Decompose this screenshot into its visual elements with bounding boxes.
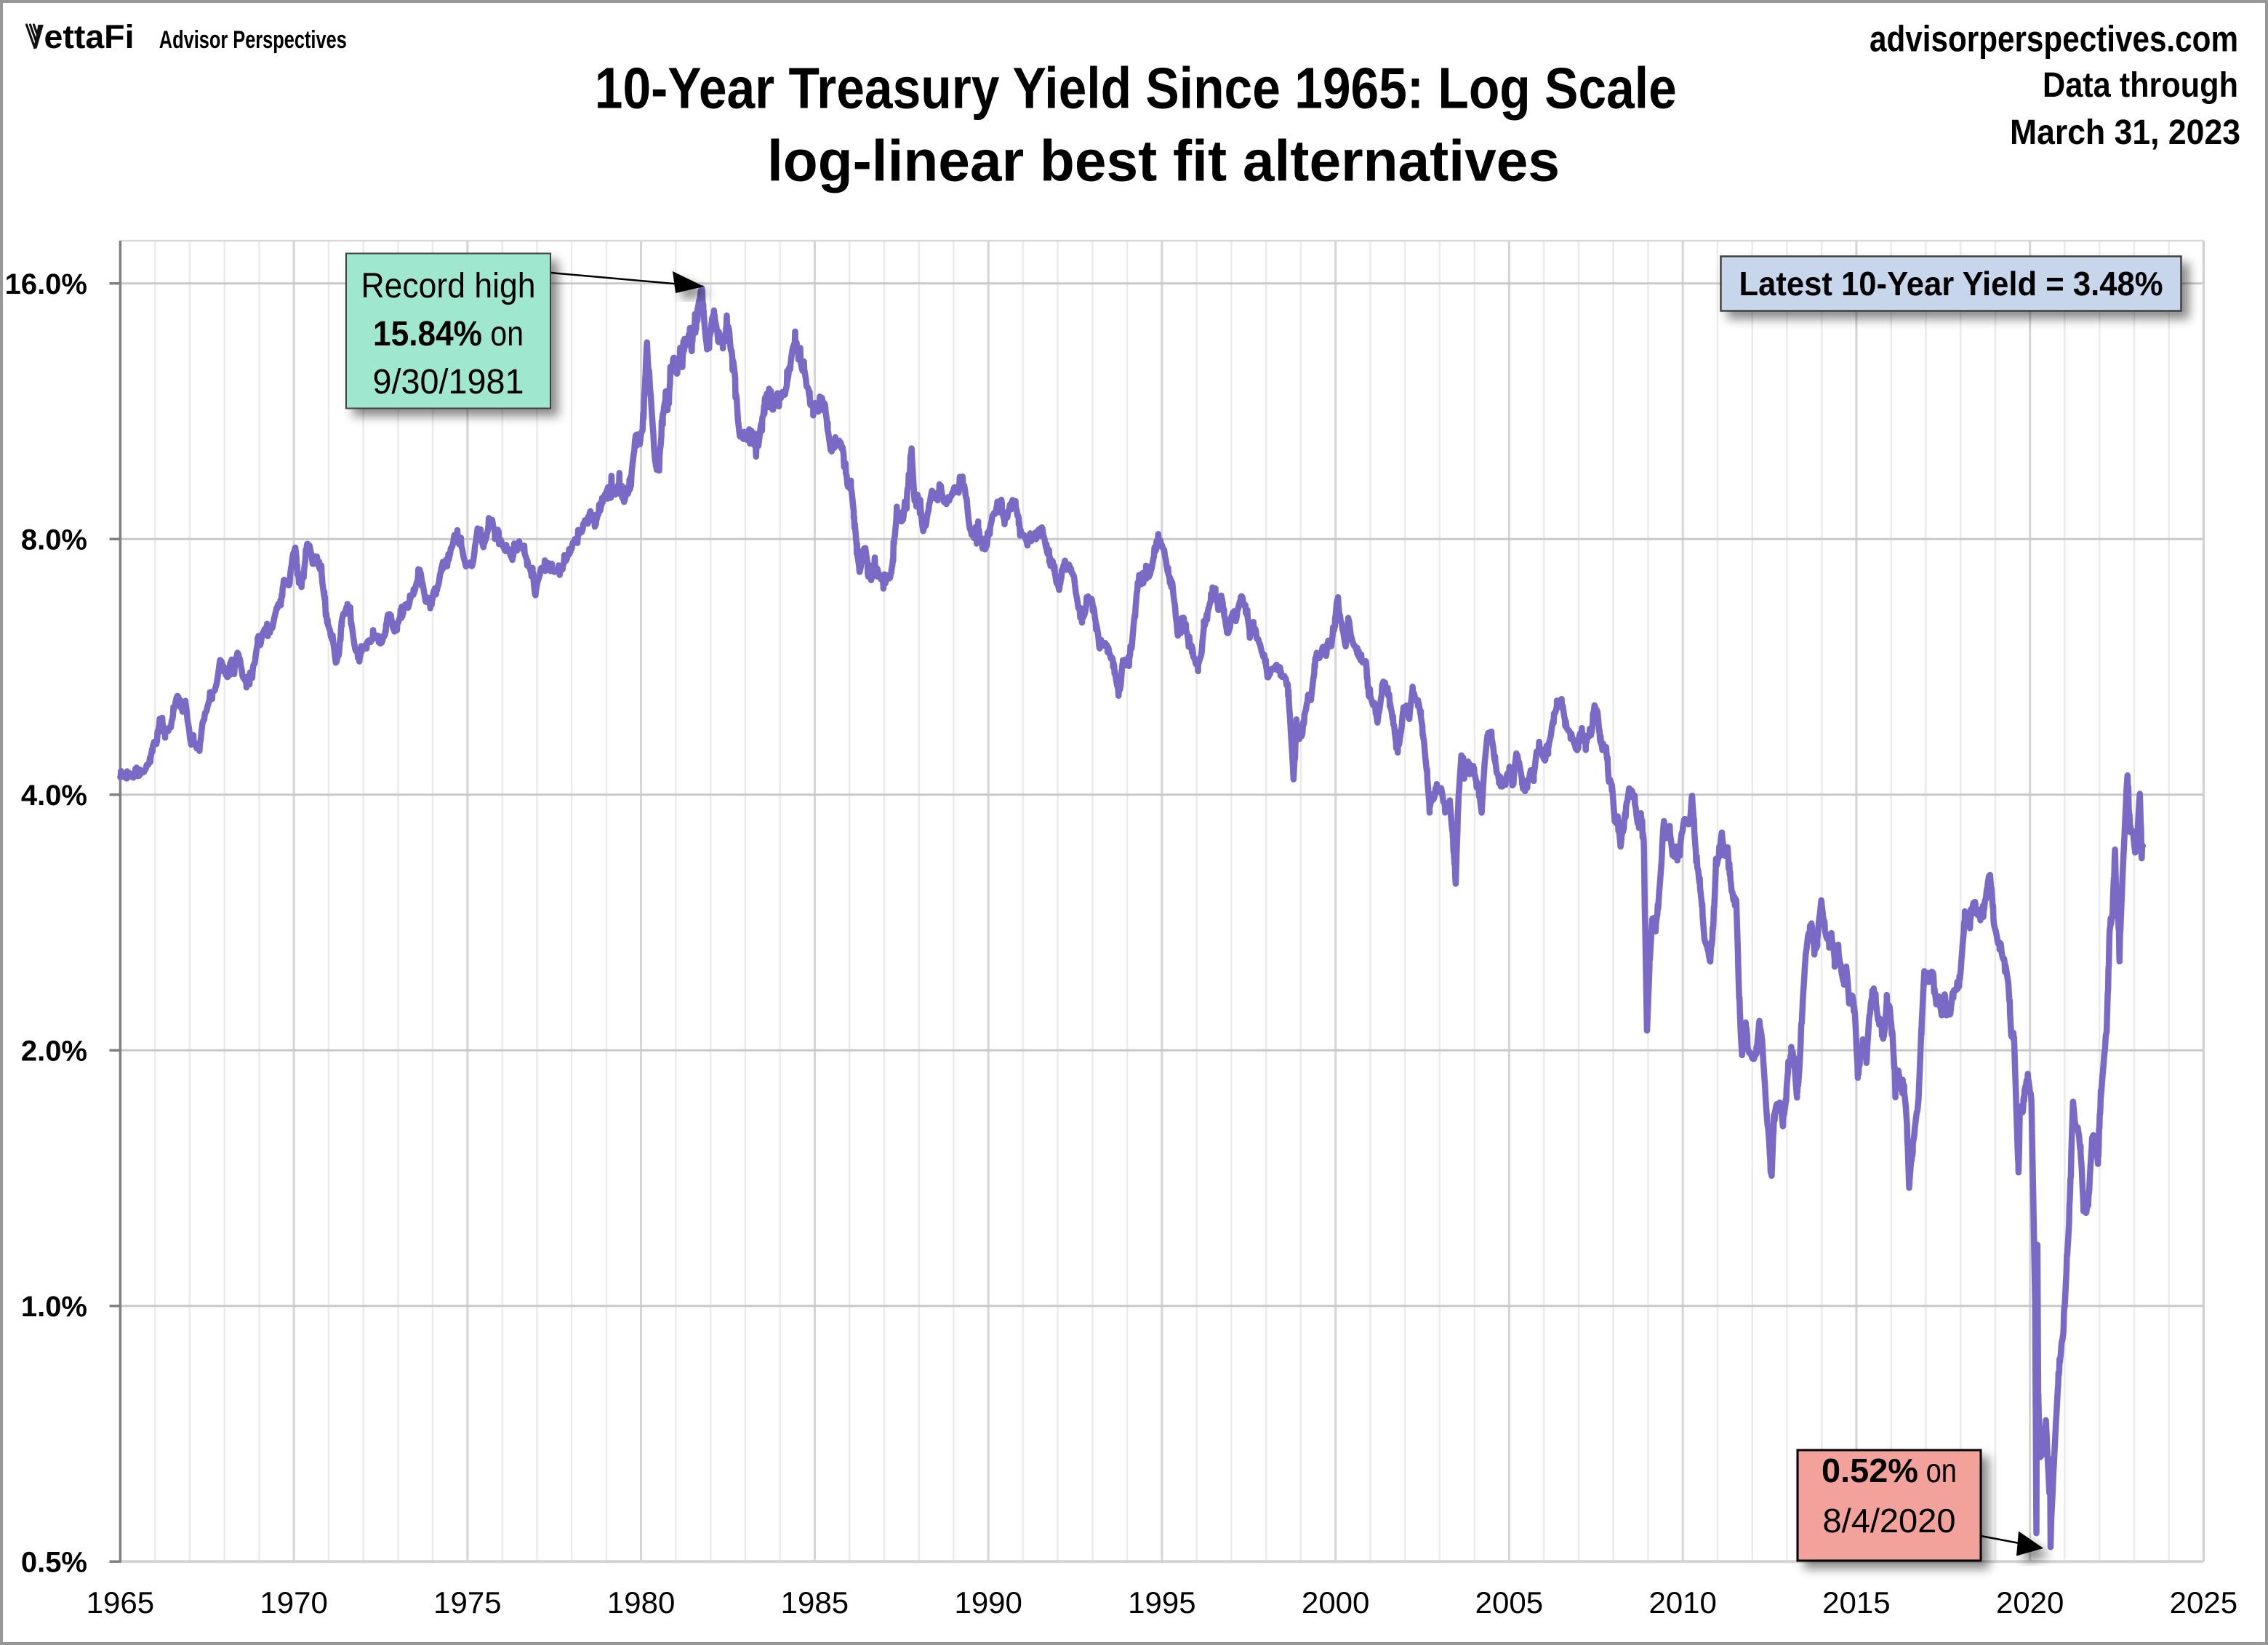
svg-text:Latest 10-Year Yield = 3.48%: Latest 10-Year Yield = 3.48% [1739,265,2163,303]
svg-text:2025: 2025 [2170,1585,2237,1620]
svg-text:2010: 2010 [1648,1585,1716,1620]
svg-text:Record high: Record high [361,267,536,305]
svg-text:4.0%: 4.0% [21,780,87,812]
svg-text:Advisor Perspectives: Advisor Perspectives [159,26,347,54]
svg-text:10-Year Treasury Yield Since 1: 10-Year Treasury Yield Since 1965: Log S… [595,56,1677,121]
svg-text:2000: 2000 [1302,1585,1369,1620]
svg-text:1985: 1985 [781,1585,849,1620]
svg-text:1965: 1965 [87,1585,154,1620]
svg-text:8/4/2020: 8/4/2020 [1823,1502,1956,1540]
svg-text:ettaFi: ettaFi [44,18,135,55]
svg-text:1990: 1990 [954,1585,1022,1620]
svg-text:9/30/1981: 9/30/1981 [373,363,524,401]
svg-text:15.84% on: 15.84% on [373,315,524,353]
svg-text:1970: 1970 [260,1585,327,1620]
svg-text:0.52% on: 0.52% on [1822,1452,1957,1489]
svg-text:1995: 1995 [1128,1585,1195,1620]
svg-text:1980: 1980 [607,1585,675,1620]
svg-text:16.0%: 16.0% [5,268,87,300]
svg-text:1975: 1975 [433,1585,501,1620]
svg-text:log-linear best fit alternativ: log-linear best fit alternatives [767,129,1560,193]
svg-text:1.0%: 1.0% [21,1291,87,1323]
svg-text:8.0%: 8.0% [21,524,87,556]
svg-text:2.0%: 2.0% [21,1036,87,1068]
svg-text:2005: 2005 [1475,1585,1543,1620]
svg-text:advisorperspectives.com: advisorperspectives.com [1870,19,2238,60]
svg-text:0.5%: 0.5% [21,1547,87,1579]
svg-text:2020: 2020 [1996,1585,2064,1620]
svg-text:Data through: Data through [2043,66,2238,105]
svg-text:2015: 2015 [1822,1585,1890,1620]
svg-text:March 31, 2023: March 31, 2023 [2010,113,2240,152]
